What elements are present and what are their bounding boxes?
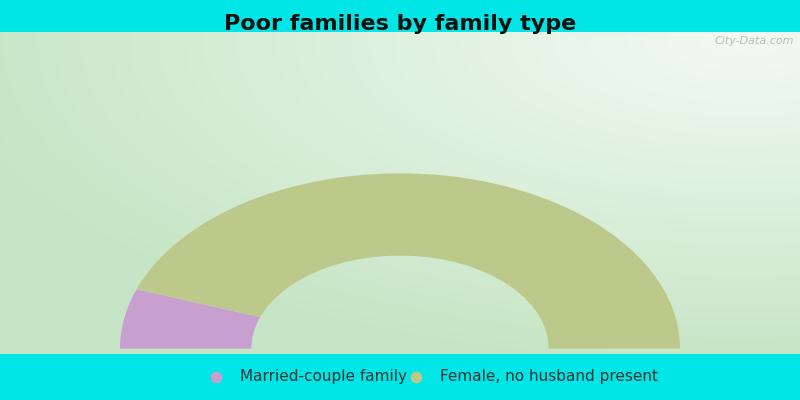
Text: Female, no husband present: Female, no husband present <box>440 370 658 384</box>
Text: City-Data.com: City-Data.com <box>714 36 794 46</box>
Text: Poor families by family type: Poor families by family type <box>224 14 576 34</box>
Text: Married-couple family: Married-couple family <box>240 370 407 384</box>
Wedge shape <box>137 173 680 349</box>
Wedge shape <box>120 289 260 349</box>
